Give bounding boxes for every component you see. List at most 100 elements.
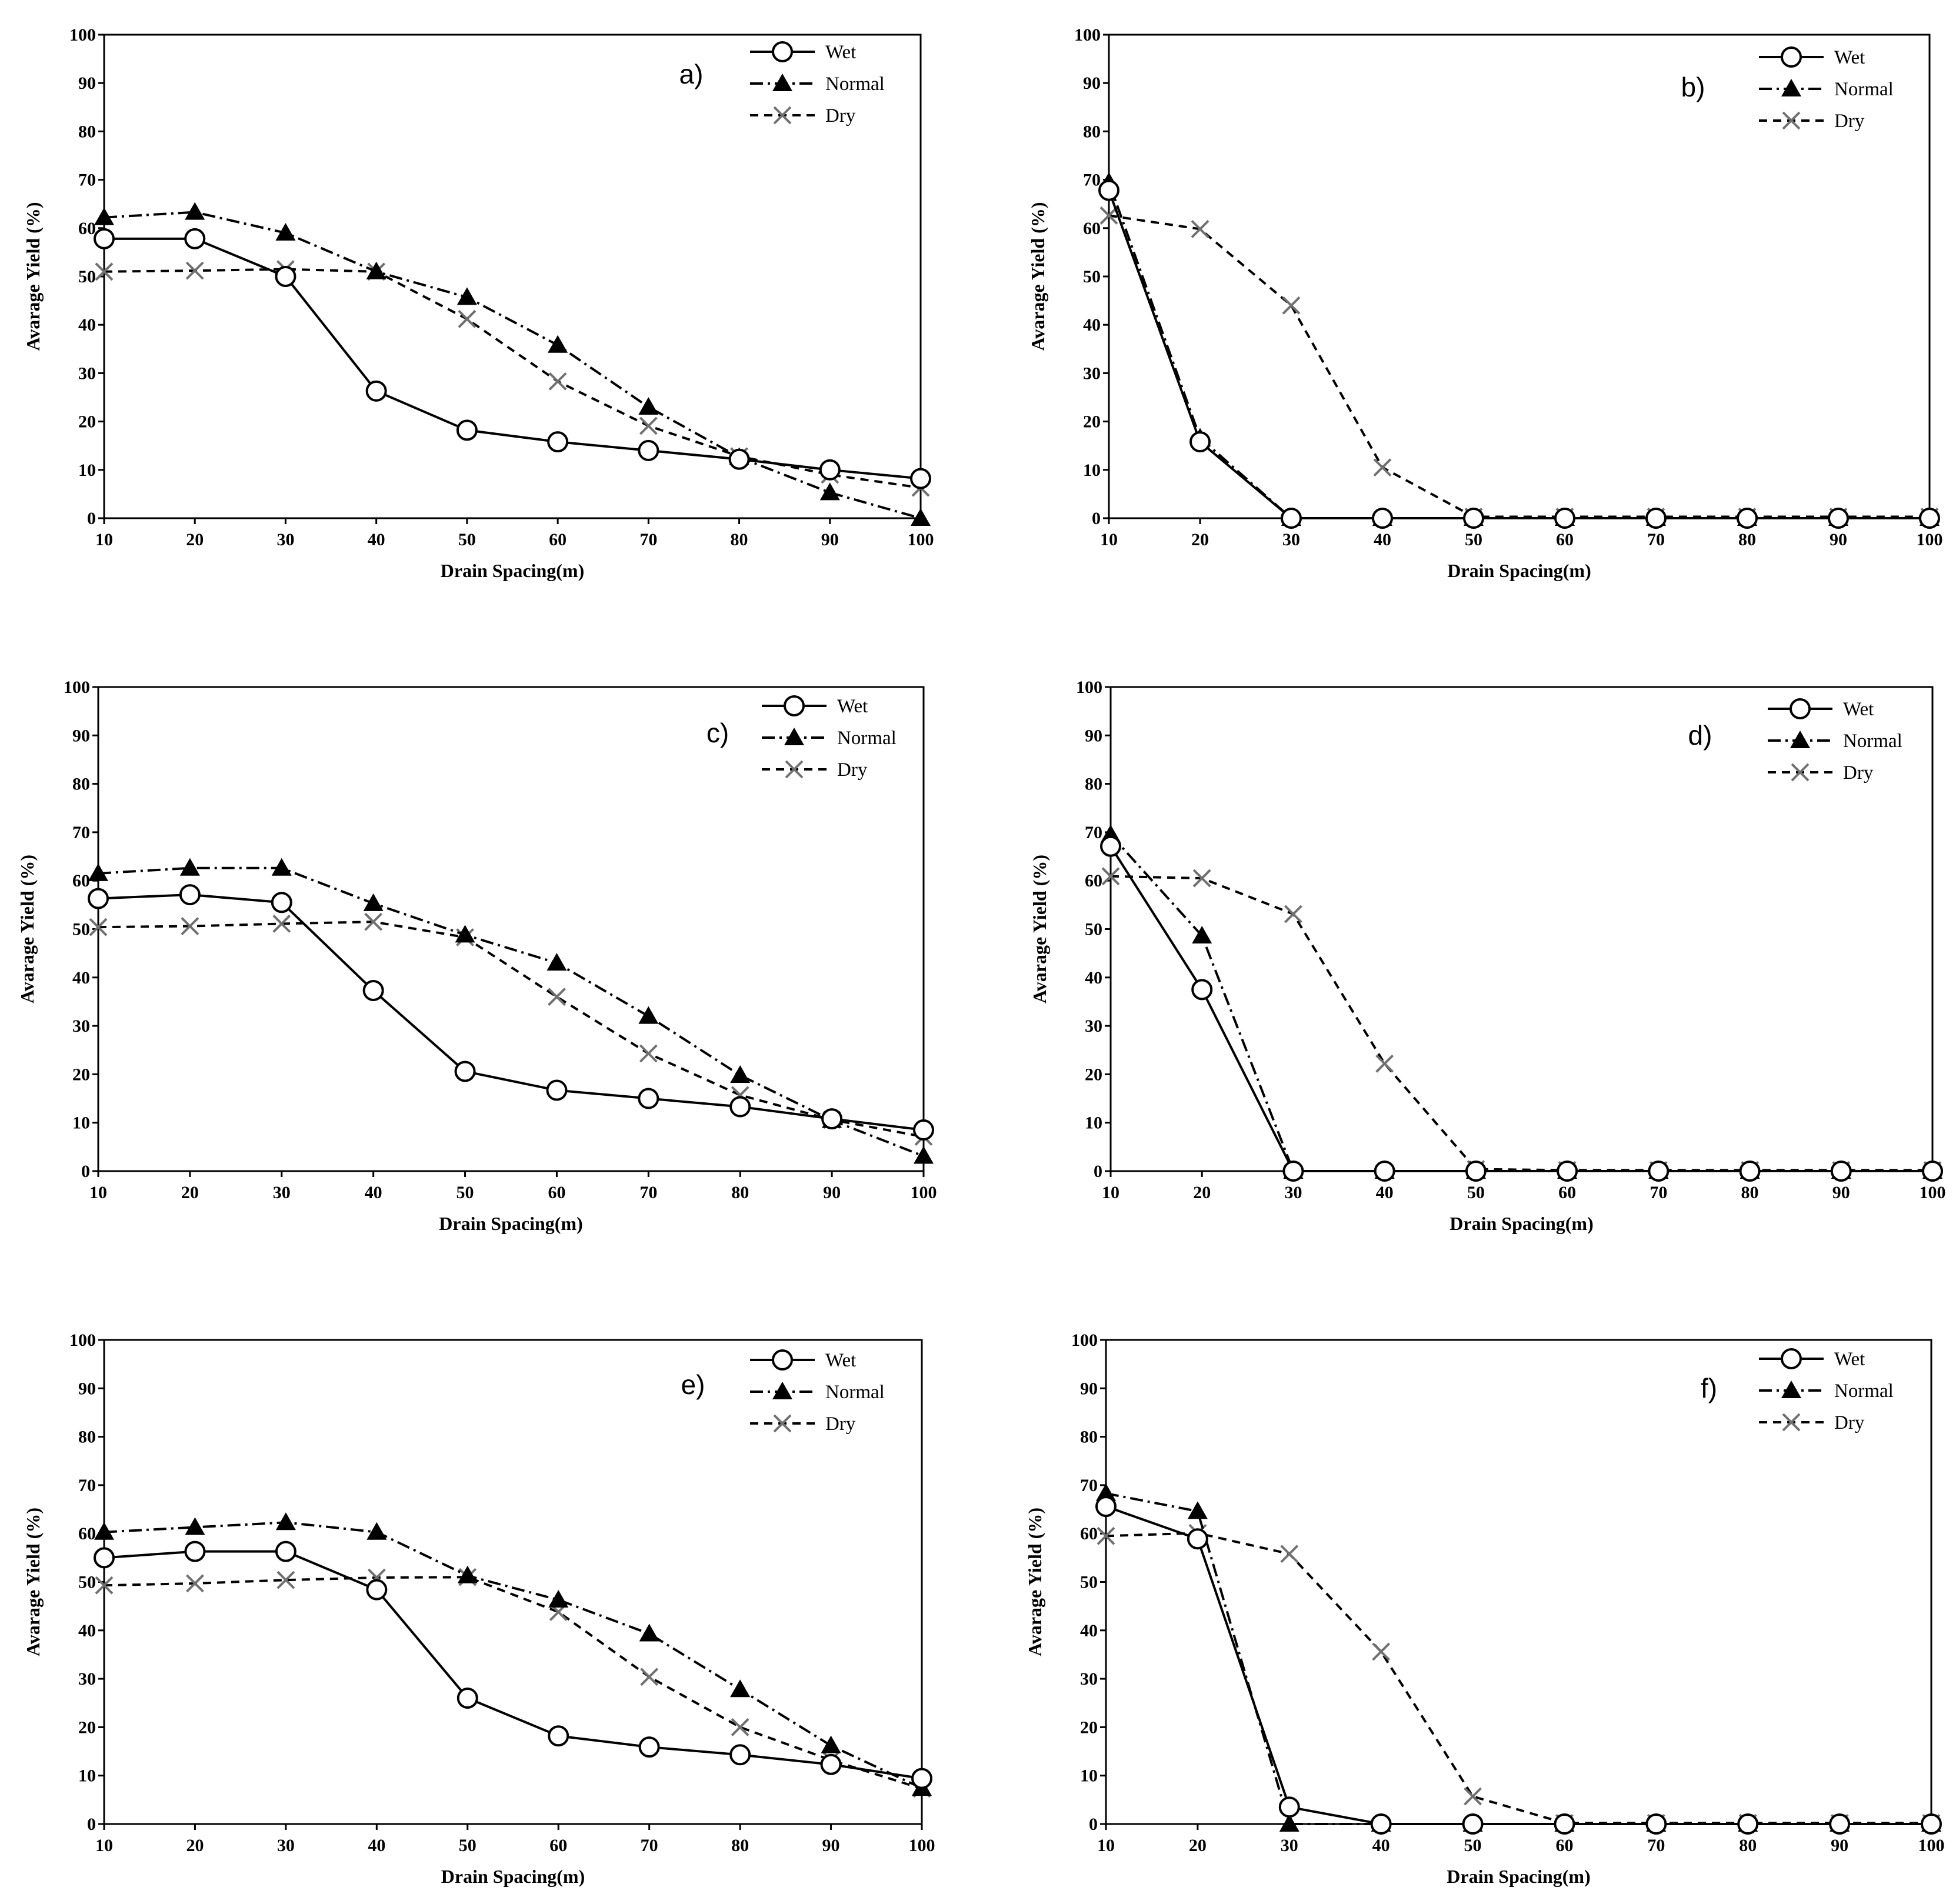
data-point <box>275 1512 296 1530</box>
legend-marker-dry <box>1782 111 1801 130</box>
x-tick-label: 30 <box>276 530 294 549</box>
y-tick-label: 20 <box>1080 1718 1098 1737</box>
x-tick-label: 60 <box>1556 530 1574 549</box>
y-tick-label: 50 <box>1080 1573 1098 1592</box>
data-point <box>547 953 567 971</box>
data-point <box>94 1522 114 1540</box>
y-tick-label: 10 <box>1085 1113 1102 1133</box>
x-tick-label: 10 <box>95 530 113 549</box>
data-point <box>1648 1161 1670 1182</box>
data-point <box>820 1753 842 1775</box>
y-tick-label: 10 <box>78 1766 96 1786</box>
y-tick-label: 30 <box>78 1669 96 1689</box>
data-point <box>366 1579 388 1600</box>
data-point <box>94 228 115 249</box>
y-tick-label: 60 <box>1085 871 1102 891</box>
series-wet-line <box>104 237 921 480</box>
data-point <box>88 888 109 909</box>
data-point <box>179 858 200 876</box>
data-point <box>365 380 387 402</box>
legend-label-dry: Dry <box>825 1413 856 1435</box>
x-tick-label: 60 <box>548 1183 565 1202</box>
data-point <box>1096 1483 1116 1501</box>
x-tick-label: 90 <box>1832 1183 1850 1202</box>
data-point <box>457 1565 478 1583</box>
x-tick-label: 10 <box>1097 1836 1115 1855</box>
legend-label-wet: Wet <box>825 1350 856 1371</box>
y-tick-label: 50 <box>1083 267 1101 286</box>
y-tick-label: 70 <box>78 171 96 190</box>
series-normal-line <box>1105 1492 1931 1825</box>
legend-marker-wet <box>1781 46 1802 68</box>
data-point <box>1187 1501 1208 1519</box>
series-wet <box>88 884 934 1141</box>
legend-label-normal: Normal <box>825 74 885 95</box>
y-tick-label: 50 <box>78 267 96 286</box>
legend-label-dry: Dry <box>1843 762 1874 783</box>
x-tick-label: 60 <box>549 1836 567 1855</box>
plot-frame <box>97 686 925 1172</box>
data-point <box>276 1570 295 1589</box>
y-tick-label: 40 <box>78 1621 96 1640</box>
panel-label: e) <box>681 1369 705 1400</box>
x-tick-label: 100 <box>911 1183 937 1202</box>
data-point <box>1557 1161 1578 1182</box>
series-wet-line <box>1109 845 1932 1172</box>
x-tick-label: 90 <box>823 1183 841 1202</box>
data-point <box>275 223 296 241</box>
plot-frame <box>103 34 922 519</box>
x-tick-label: 30 <box>1282 530 1300 549</box>
data-point <box>456 419 478 441</box>
data-point <box>914 1146 934 1164</box>
y-tick-label: 50 <box>1085 920 1102 939</box>
x-tick-label: 30 <box>1281 1836 1298 1855</box>
legend-marker-dry <box>773 1414 792 1433</box>
x-axis-title: Drain Spacing(m) <box>1447 560 1591 581</box>
series-dry-line <box>1108 214 1930 518</box>
data-point <box>185 261 204 280</box>
data-point <box>730 1679 751 1698</box>
y-tick-label: 30 <box>78 364 96 383</box>
y-tick-label: 60 <box>1083 219 1101 238</box>
chart-a: 0 10 20 30 40 50 60 70 80 90 100 10 20 30 40 50 60 70 80 90… <box>22 25 934 581</box>
y-tick-label: 20 <box>1083 412 1101 432</box>
panel-label: b) <box>1681 72 1705 102</box>
y-tick-label: 70 <box>1080 1476 1098 1495</box>
legend-label-wet: Wet <box>825 42 856 63</box>
y-tick-label: 10 <box>78 461 96 480</box>
x-tick-label: 100 <box>1918 1836 1945 1855</box>
data-point <box>364 912 383 931</box>
y-tick-label: 80 <box>78 122 96 141</box>
data-point <box>275 1540 296 1562</box>
y-tick-label: 70 <box>78 1476 96 1495</box>
series-dry-line <box>1105 1532 1931 1825</box>
y-tick-label: 100 <box>69 1331 96 1350</box>
x-tick-label: 30 <box>273 1183 291 1202</box>
chart-c: 0 10 20 30 40 50 60 70 80 90 100 10 20 30 40 50 60 70 80 90… <box>16 678 937 1234</box>
y-tick-label: 90 <box>78 1379 96 1398</box>
data-point <box>185 202 205 220</box>
data-point <box>1099 206 1118 225</box>
panel-label: c) <box>707 718 729 748</box>
data-point <box>1645 508 1667 529</box>
data-point <box>456 287 477 305</box>
y-tick-label: 80 <box>1083 122 1101 141</box>
x-tick-label: 90 <box>821 530 839 549</box>
x-tick-label: 20 <box>1189 1836 1207 1855</box>
y-tick-label: 30 <box>72 1016 90 1036</box>
data-point <box>1462 1813 1484 1835</box>
y-tick-label: 100 <box>1076 678 1102 697</box>
y-tick-label: 60 <box>78 1524 96 1543</box>
x-tick-label: 100 <box>1917 530 1943 549</box>
y-tick-label: 90 <box>78 74 96 93</box>
series-dry <box>1099 206 1939 526</box>
data-point <box>1919 508 1940 529</box>
y-tick-label: 90 <box>1085 726 1102 745</box>
y-tick-label: 30 <box>1083 364 1101 383</box>
data-point <box>638 1088 659 1109</box>
legend-marker-wet <box>784 695 805 716</box>
data-point <box>1554 1813 1575 1835</box>
data-point <box>185 1517 205 1535</box>
legend-marker-normal <box>772 74 792 91</box>
